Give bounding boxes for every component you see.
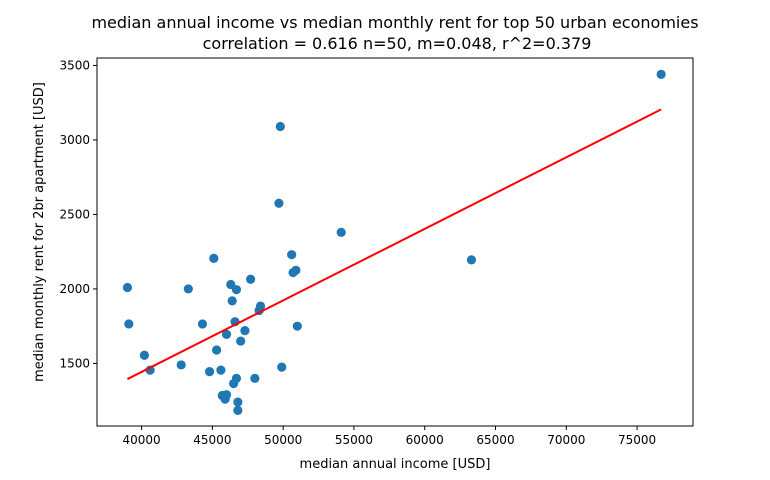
chart-subtitle: correlation = 0.616 n=50, m=0.048, r^2=0… <box>203 34 592 53</box>
y-tick-label: 2000 <box>59 282 90 296</box>
data-point <box>336 227 346 237</box>
y-tick-label: 2500 <box>59 207 90 221</box>
data-point <box>122 282 133 293</box>
data-point <box>656 69 666 79</box>
data-point <box>139 350 150 360</box>
data-point <box>212 345 222 355</box>
data-points <box>122 69 666 415</box>
data-point <box>240 326 250 336</box>
y-tick-label: 3500 <box>59 58 90 72</box>
data-point <box>466 255 477 265</box>
regression-line <box>126 108 662 380</box>
y-axis-ticks: 1500 2000 2500 3000 3500 <box>59 58 97 370</box>
data-point <box>176 360 186 370</box>
data-point <box>227 296 237 306</box>
data-point <box>291 265 301 275</box>
data-point <box>250 373 260 383</box>
data-point <box>236 336 246 346</box>
y-tick-label: 3000 <box>59 133 90 147</box>
x-tick-label: 45000 <box>193 433 231 447</box>
data-point <box>233 405 243 415</box>
data-point <box>292 321 302 331</box>
data-point <box>183 284 193 294</box>
data-point <box>287 250 297 260</box>
x-tick-label: 60000 <box>406 433 444 447</box>
chart-title: median annual income vs median monthly r… <box>91 13 698 32</box>
x-tick-label: 65000 <box>476 433 514 447</box>
x-tick-label: 55000 <box>335 433 373 447</box>
x-axis-label: median annual income [USD] <box>300 457 491 472</box>
x-tick-label: 70000 <box>547 433 585 447</box>
data-point <box>209 253 219 263</box>
regression-line-group <box>126 108 662 380</box>
data-point <box>216 365 226 375</box>
x-axis-ticks: 40000 45000 50000 55000 60000 65000 70000 75000 <box>123 426 656 447</box>
data-point <box>124 319 134 329</box>
data-point <box>197 319 208 329</box>
y-axis-label: median monthly rent for 2br apartment [U… <box>32 82 47 382</box>
data-point <box>221 329 232 339</box>
x-tick-label: 40000 <box>123 433 161 447</box>
data-point <box>231 285 242 295</box>
data-point <box>246 274 256 284</box>
data-point <box>277 362 287 372</box>
y-tick-label: 1500 <box>59 356 90 370</box>
data-point <box>255 301 266 311</box>
x-tick-label: 75000 <box>618 433 656 447</box>
data-point <box>231 373 242 383</box>
data-point <box>221 390 232 400</box>
x-tick-label: 50000 <box>264 433 302 447</box>
data-point <box>233 397 243 407</box>
data-point <box>204 367 215 377</box>
data-point <box>274 198 284 208</box>
plot-area-frame <box>96 57 694 427</box>
data-point <box>275 121 285 132</box>
